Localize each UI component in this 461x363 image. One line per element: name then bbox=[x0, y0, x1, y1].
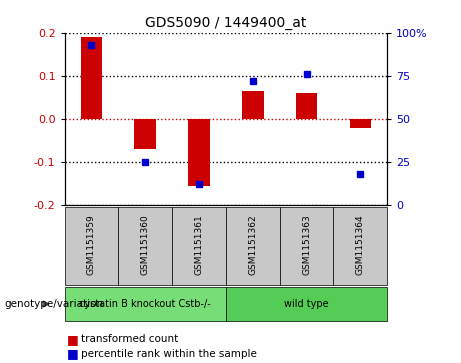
Bar bbox=[135, 119, 156, 149]
Bar bbox=[65, 207, 118, 285]
Text: GSM1151364: GSM1151364 bbox=[356, 214, 365, 275]
Text: ■: ■ bbox=[67, 347, 78, 360]
Bar bbox=[242, 91, 264, 119]
Bar bbox=[188, 119, 210, 186]
Text: GSM1151360: GSM1151360 bbox=[141, 214, 150, 275]
Text: GSM1151361: GSM1151361 bbox=[195, 214, 203, 275]
Text: GSM1151362: GSM1151362 bbox=[248, 214, 257, 275]
Bar bbox=[280, 207, 333, 285]
Text: percentile rank within the sample: percentile rank within the sample bbox=[81, 349, 257, 359]
Bar bbox=[172, 207, 226, 285]
Bar bbox=[226, 287, 387, 321]
Bar bbox=[296, 93, 317, 119]
Text: GSM1151363: GSM1151363 bbox=[302, 214, 311, 275]
Text: genotype/variation: genotype/variation bbox=[5, 299, 104, 309]
Text: wild type: wild type bbox=[284, 299, 329, 309]
Text: ■: ■ bbox=[67, 333, 78, 346]
Text: cystatin B knockout Cstb-/-: cystatin B knockout Cstb-/- bbox=[79, 299, 211, 309]
Bar bbox=[226, 207, 280, 285]
Bar bbox=[81, 37, 102, 119]
Bar bbox=[349, 119, 371, 127]
Text: transformed count: transformed count bbox=[81, 334, 178, 344]
Title: GDS5090 / 1449400_at: GDS5090 / 1449400_at bbox=[145, 16, 307, 30]
Bar bbox=[118, 207, 172, 285]
Bar bbox=[333, 207, 387, 285]
Text: GSM1151359: GSM1151359 bbox=[87, 214, 96, 275]
Bar bbox=[65, 287, 226, 321]
